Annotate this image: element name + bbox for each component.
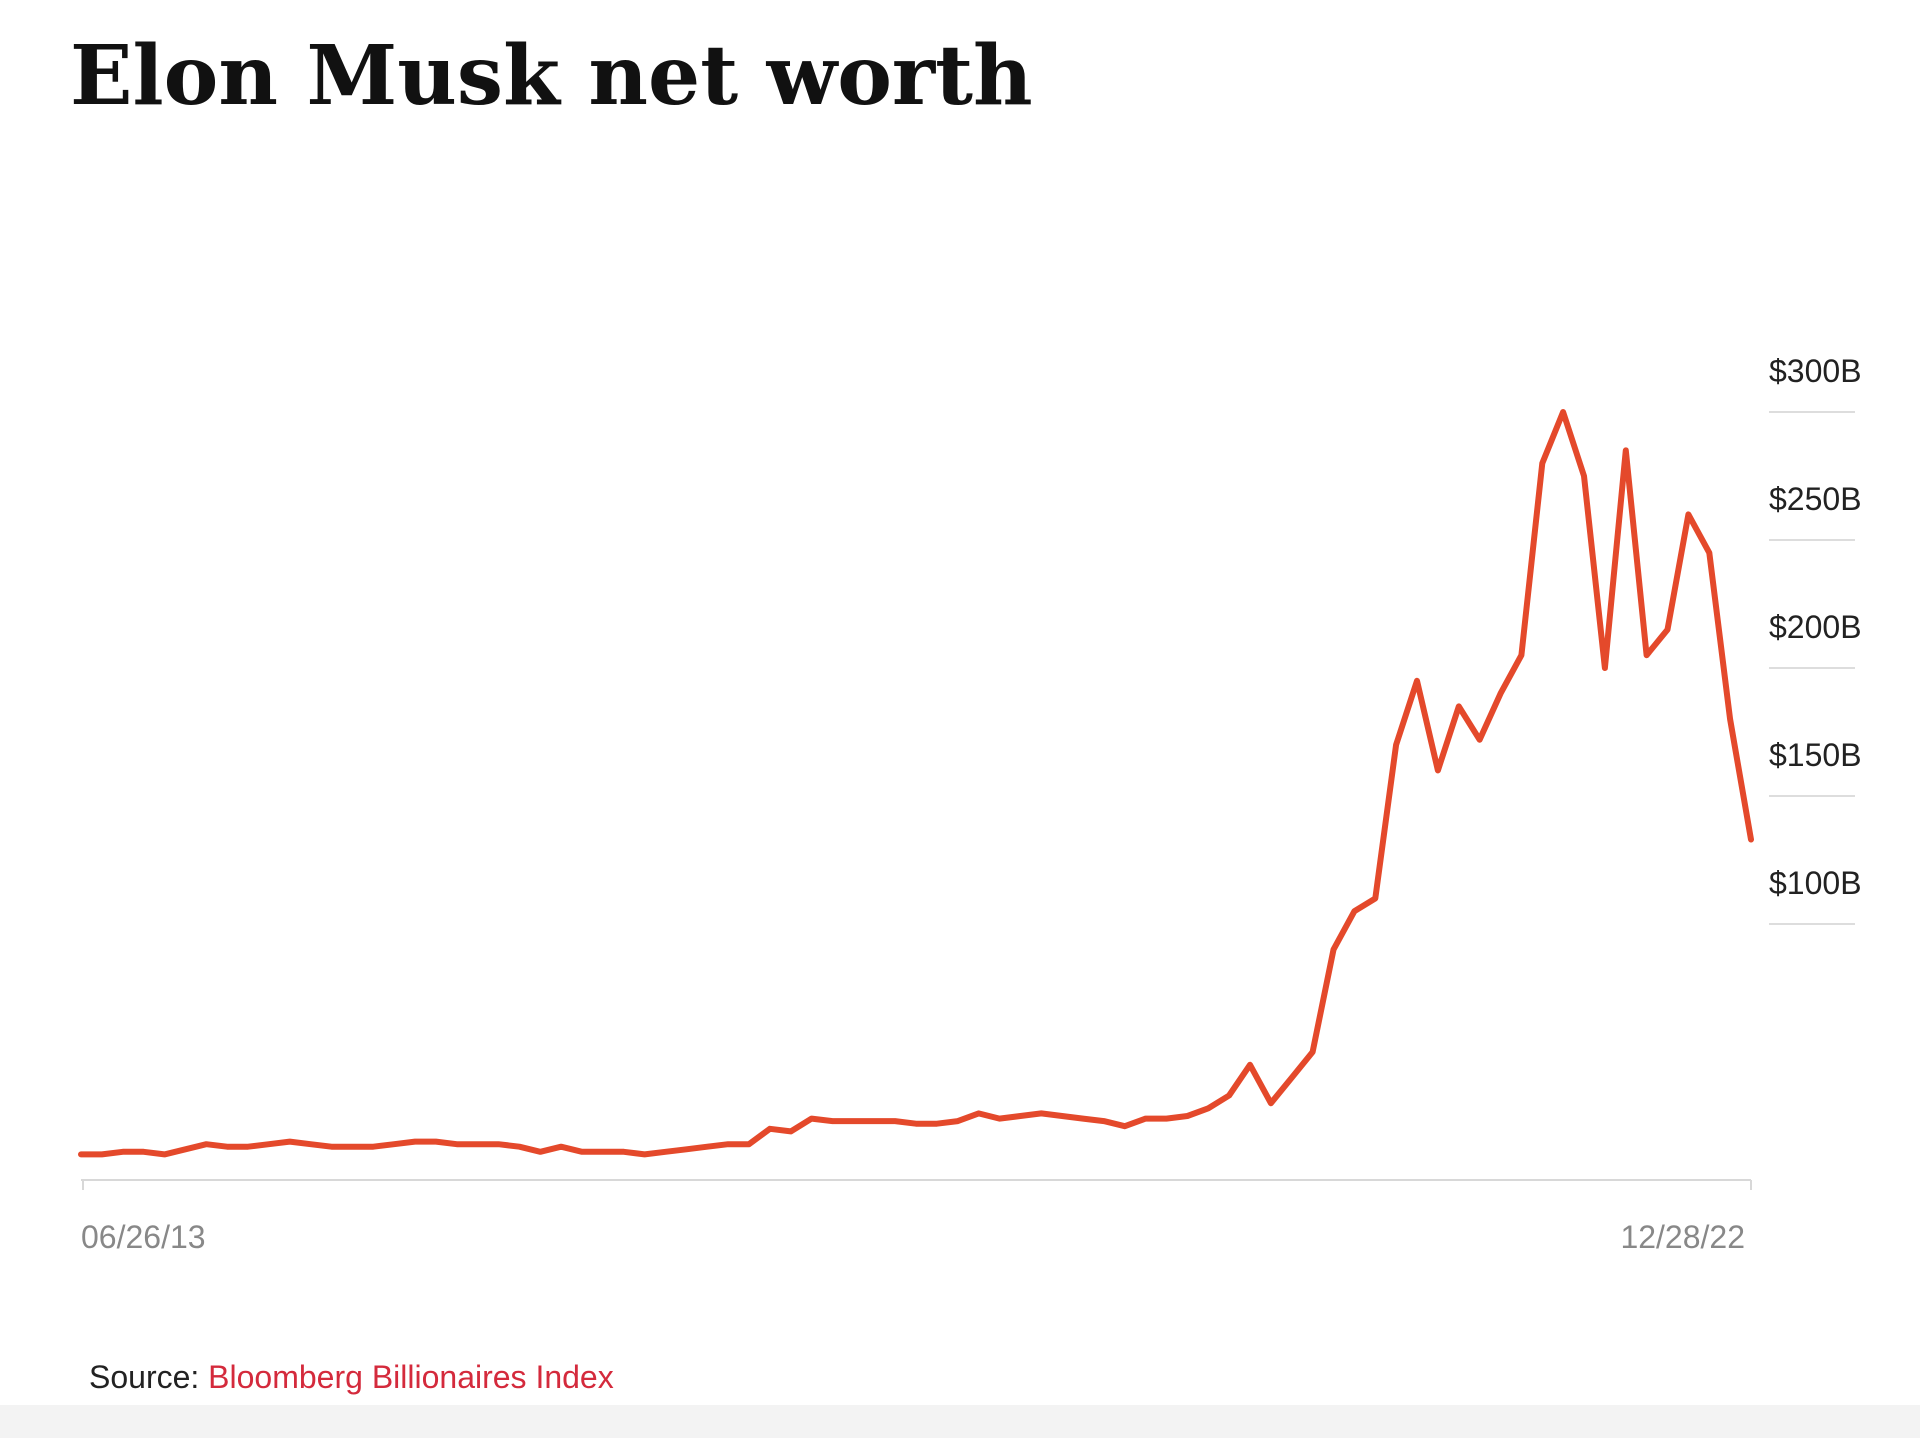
x-tick-label: 06/26/13 <box>81 1219 206 1255</box>
y-tick-label: $150B <box>1769 737 1862 773</box>
y-tick-label: $300B <box>1769 353 1862 389</box>
y-tick-label: $200B <box>1769 609 1862 645</box>
y-tick-label: $100B <box>1769 865 1862 901</box>
source-name: Bloomberg Billionaires Index <box>208 1359 614 1395</box>
source: Source: Bloomberg Billionaires Index <box>89 1359 614 1395</box>
source-label: Source: <box>89 1359 199 1395</box>
x-tick-label: 12/28/22 <box>1620 1219 1745 1255</box>
y-tick-label: $250B <box>1769 481 1862 517</box>
net-worth-line <box>78 409 1754 1158</box>
chart-title: Elon Musk net worth <box>70 28 1033 124</box>
footer-strip <box>0 1405 1920 1438</box>
